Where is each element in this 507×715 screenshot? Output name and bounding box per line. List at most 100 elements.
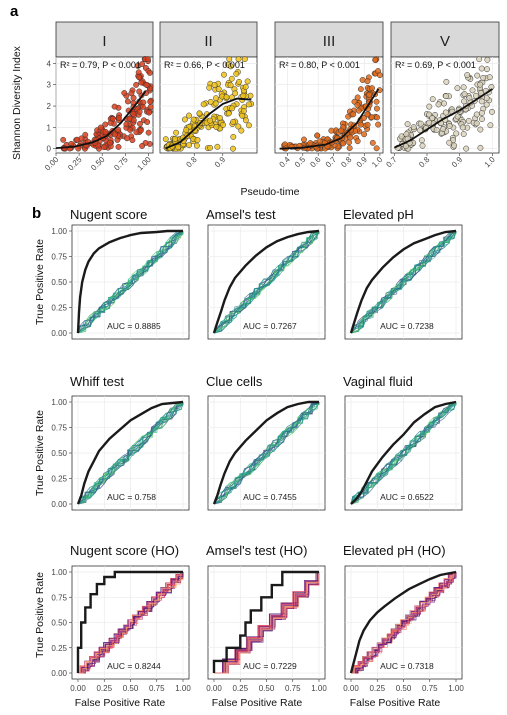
data-point bbox=[162, 136, 169, 143]
facet-panel bbox=[159, 56, 258, 154]
data-point bbox=[443, 93, 449, 100]
data-point bbox=[246, 122, 252, 129]
data-point bbox=[124, 98, 131, 105]
x-tick-label: 0.75 bbox=[422, 684, 438, 693]
x-tick-label: 0.9 bbox=[213, 155, 228, 170]
data-point bbox=[181, 116, 188, 123]
data-point bbox=[97, 124, 104, 131]
data-point bbox=[232, 90, 239, 97]
y-tick-label: 1 bbox=[47, 123, 52, 132]
y-tick-label: 0.00 bbox=[51, 500, 67, 509]
roc-panel-6: Nugent score (HO) AUC = 0.8244 0.00 0.25 0.5… bbox=[51, 543, 191, 693]
x-tick-label: 1.00 bbox=[311, 684, 327, 693]
data-point bbox=[478, 98, 485, 105]
data-point bbox=[194, 137, 201, 143]
data-point bbox=[101, 144, 108, 151]
data-point bbox=[107, 119, 114, 126]
auc-label: AUC = 0.7229 bbox=[243, 661, 297, 671]
data-point bbox=[446, 139, 453, 146]
data-point bbox=[220, 121, 226, 128]
section-b-ylabel-row2: True Positive Rate bbox=[34, 410, 46, 496]
data-point bbox=[347, 134, 354, 141]
data-point bbox=[478, 109, 485, 116]
x-tick-label: 0.25 bbox=[66, 155, 84, 173]
data-point bbox=[207, 98, 214, 105]
data-point bbox=[235, 56, 242, 63]
permutation-roc-curve bbox=[214, 571, 319, 674]
data-point bbox=[212, 100, 219, 107]
data-point bbox=[230, 118, 237, 125]
facet-annotation: R² = 0.66, P < 0.001 bbox=[164, 60, 245, 70]
permutation-roc-curve bbox=[350, 230, 456, 334]
data-point bbox=[136, 108, 143, 115]
data-point bbox=[121, 90, 128, 96]
roc-panel-title: Elevated pH (HO) bbox=[343, 543, 446, 558]
roc-curve bbox=[212, 570, 319, 673]
permutation-roc-curve bbox=[77, 231, 184, 334]
data-point bbox=[133, 129, 140, 136]
roc-curve bbox=[76, 570, 183, 673]
scatter-facet-I: I R² = 0.79, P < 0.001 0.00 0.25 0.50 0.75 1.0… bbox=[43, 21, 154, 173]
permutation-roc-curve bbox=[77, 231, 184, 334]
auc-label: AUC = 0.7267 bbox=[243, 321, 297, 331]
x-tick-label: 0.25 bbox=[96, 684, 112, 693]
data-point bbox=[74, 136, 81, 143]
data-point bbox=[479, 116, 485, 123]
y-tick-label: 4 bbox=[47, 59, 52, 68]
data-point bbox=[115, 143, 122, 150]
roc-curve bbox=[350, 400, 457, 505]
permutation-roc-curve bbox=[351, 571, 456, 674]
permutation-roc-curve bbox=[213, 401, 319, 505]
permutation-roc-curve bbox=[77, 230, 183, 334]
panel-label-a: a bbox=[10, 3, 19, 20]
data-point bbox=[130, 117, 137, 124]
data-point bbox=[223, 94, 230, 101]
permutation-roc-curve bbox=[213, 401, 319, 505]
data-point bbox=[373, 105, 380, 112]
auc-label: AUC = 0.7238 bbox=[380, 321, 434, 331]
permutation-roc-curve bbox=[78, 571, 183, 674]
data-point bbox=[451, 142, 458, 149]
data-point bbox=[213, 123, 220, 130]
data-point bbox=[364, 78, 371, 85]
data-point bbox=[133, 81, 140, 88]
data-point bbox=[486, 74, 493, 81]
auc-label: AUC = 0.758 bbox=[107, 492, 156, 502]
scatter-facet-III: III R² = 0.80, P < 0.001 0.4 0.5 0.6 0.7 0.8 0.… bbox=[274, 21, 385, 169]
data-point bbox=[138, 79, 145, 86]
data-point bbox=[429, 115, 436, 122]
data-point bbox=[221, 71, 227, 78]
permutation-roc-curve bbox=[77, 231, 184, 334]
data-point bbox=[206, 84, 213, 91]
data-point bbox=[173, 129, 180, 136]
facet-strip bbox=[55, 21, 154, 58]
y-tick-label: 0.25 bbox=[51, 475, 67, 484]
data-point bbox=[135, 69, 142, 76]
roc-panel-4: Clue cells AUC = 0.7455 bbox=[206, 374, 326, 511]
data-point bbox=[301, 136, 307, 143]
data-point bbox=[115, 126, 122, 133]
fit-curve bbox=[55, 90, 147, 149]
section-b-ylabel-row3: True Positive Rate bbox=[34, 572, 46, 658]
facet-strip-label: III bbox=[323, 33, 336, 50]
roc-panel-title: Clue cells bbox=[206, 374, 263, 389]
roc-panel-title: Vaginal fluid bbox=[343, 374, 413, 389]
data-point bbox=[229, 105, 236, 112]
data-point bbox=[402, 143, 409, 150]
data-point bbox=[426, 119, 433, 126]
data-point bbox=[404, 121, 411, 128]
scatter-facet-II: II R² = 0.66, P < 0.001 0.8 0.9 bbox=[159, 21, 258, 170]
x-tick-label: 0.7 bbox=[384, 155, 399, 170]
facet-annotation: R² = 0.69, P < 0.001 bbox=[395, 60, 476, 70]
data-point bbox=[474, 72, 481, 79]
fit-curve bbox=[165, 97, 252, 150]
data-point bbox=[215, 86, 222, 92]
roc-curve bbox=[76, 229, 183, 334]
data-point bbox=[350, 111, 357, 118]
data-point bbox=[211, 82, 218, 89]
data-point bbox=[227, 63, 234, 70]
roc-panel-3: Whiff test AUC = 0.758 0.00 0.25 0.50 0.75 1.0… bbox=[51, 374, 190, 511]
x-tick-label: 0.00 bbox=[70, 684, 86, 693]
roc-panel-title: Elevated pH bbox=[343, 207, 414, 222]
data-point bbox=[435, 101, 442, 108]
